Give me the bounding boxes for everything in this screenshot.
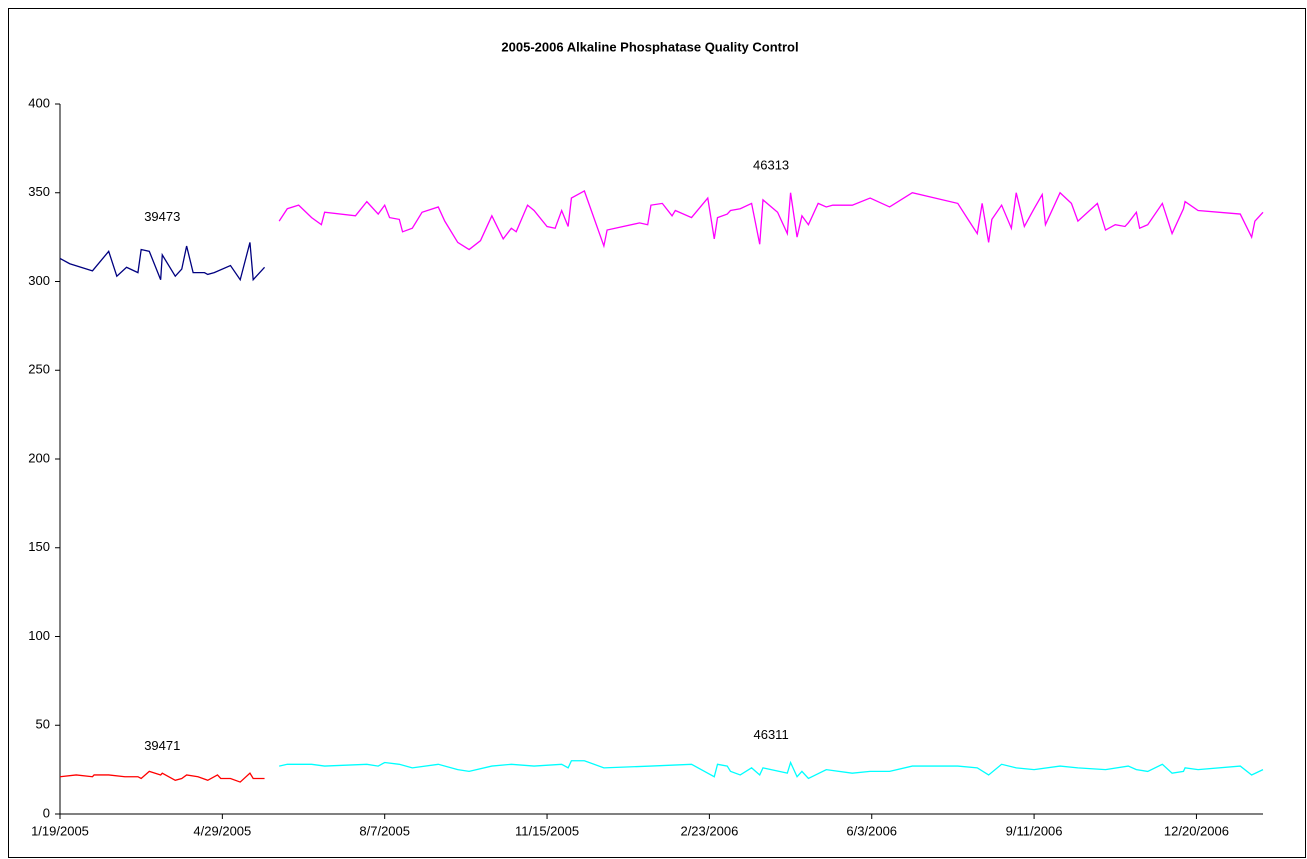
series-label: 39473 [144,209,180,224]
series-line [59,242,266,282]
series-label: 46313 [753,157,789,172]
x-tick-label: 8/7/2005 [359,823,410,838]
y-tick-label: 250 [28,362,50,377]
y-tick-label: 100 [28,628,50,643]
y-tick-label: 0 [43,805,50,820]
y-tick-label: 400 [28,95,50,110]
x-tick-label: 11/15/2005 [515,823,579,838]
x-tick-label: 2/23/2006 [680,823,738,838]
y-tick-label: 200 [28,450,50,465]
x-tick-label: 4/29/2005 [193,823,251,838]
y-tick-label: 150 [28,539,50,554]
x-tick-label: 1/19/2005 [31,823,89,838]
series-line [278,190,1264,251]
series-label: 46311 [753,727,788,742]
series-line [279,760,1264,780]
series-line [59,770,265,783]
y-tick-label: 350 [28,184,50,199]
chart-frame [8,8,1306,858]
y-tick-label: 300 [28,273,50,288]
series-label: 39471 [144,738,180,753]
x-tick-label: 9/11/2006 [1006,823,1063,838]
y-tick-label: 50 [36,717,50,732]
x-tick-label: 6/3/2006 [846,823,897,838]
x-tick-label: 12/20/2006 [1164,823,1229,838]
chart-title: 2005-2006 Alkaline Phosphatase Quality C… [501,39,798,54]
